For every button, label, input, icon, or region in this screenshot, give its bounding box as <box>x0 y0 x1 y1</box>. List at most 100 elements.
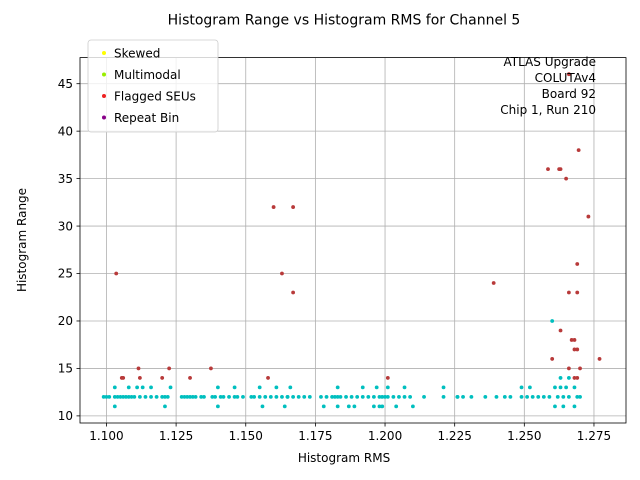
legend-box <box>87 39 219 133</box>
data-point <box>572 338 577 342</box>
data-point <box>221 395 226 399</box>
data-point <box>252 395 257 399</box>
data-point <box>352 404 357 409</box>
data-point <box>338 395 343 399</box>
data-point <box>330 395 335 399</box>
legend-label: Repeat Bin <box>114 111 179 125</box>
data-point <box>397 395 401 399</box>
legend-marker <box>102 94 106 98</box>
data-point <box>380 395 385 399</box>
data-point <box>291 395 296 399</box>
data-point <box>179 395 184 399</box>
x-tick-label: 1.200 <box>368 429 402 443</box>
data-point <box>575 347 580 352</box>
data-point <box>575 290 580 295</box>
data-point <box>527 385 532 390</box>
data-point <box>408 395 413 399</box>
data-point <box>391 395 396 399</box>
data-point <box>126 395 131 399</box>
data-point <box>377 395 382 399</box>
data-point <box>227 395 231 399</box>
y-tick-label: 30 <box>58 219 73 233</box>
data-point <box>374 385 379 390</box>
data-point <box>168 385 173 390</box>
chart-title: Histogram Range vs Histogram RMS for Cha… <box>168 13 521 29</box>
data-point <box>137 395 142 399</box>
data-point <box>483 395 488 399</box>
data-point <box>575 395 580 399</box>
data-point <box>112 404 117 409</box>
data-point <box>307 395 312 399</box>
data-point <box>576 148 581 153</box>
data-point <box>335 395 340 399</box>
data-point <box>541 395 546 399</box>
data-point <box>578 366 582 371</box>
legend-marker <box>102 72 106 77</box>
data-point <box>263 395 268 399</box>
data-point <box>114 271 119 276</box>
data-point <box>558 328 563 333</box>
data-point <box>455 395 460 399</box>
data-point <box>241 395 245 399</box>
data-point <box>209 366 213 371</box>
data-point <box>566 366 571 371</box>
data-point <box>553 404 557 409</box>
data-point <box>561 404 566 409</box>
data-point <box>402 395 407 399</box>
plot-frame <box>79 57 627 424</box>
run-info-annotation: ATLAS Upgrade COLUTAv4 Board 92 Chip 1, … <box>500 55 596 117</box>
data-point <box>525 395 530 399</box>
annotation-line-4: Chip 1, Run 210 <box>500 103 596 117</box>
data-point <box>558 376 563 380</box>
data-point <box>291 290 296 295</box>
data-point <box>129 395 134 399</box>
data-point <box>288 385 293 390</box>
data-point <box>491 281 496 285</box>
data-point <box>165 395 170 399</box>
data-point <box>121 376 126 380</box>
data-point <box>402 385 407 390</box>
legend-label: Multimodal <box>114 68 181 82</box>
data-point <box>107 395 112 399</box>
data-point <box>104 395 109 399</box>
legend-marker <box>102 51 106 55</box>
data-point <box>383 395 387 399</box>
data-point <box>558 167 563 172</box>
data-point <box>249 395 254 399</box>
data-point <box>385 376 390 380</box>
data-point <box>285 395 290 399</box>
x-tick-label: 1.125 <box>159 429 193 443</box>
data-point <box>380 404 385 409</box>
axis-ticks: 1.100 1.125 1.150 1.175 1.200 1.225 1.250 1.275… <box>58 77 611 443</box>
data-point <box>371 404 376 409</box>
data-point <box>271 205 276 209</box>
data-point <box>163 404 167 409</box>
data-point <box>190 395 195 399</box>
data-point <box>268 395 273 399</box>
data-point <box>160 395 165 399</box>
data-point <box>137 376 142 380</box>
data-point <box>232 385 237 390</box>
data-point <box>163 395 167 399</box>
data-point <box>366 395 371 399</box>
annotation-line-1: ATLAS Upgrade <box>503 55 596 69</box>
data-point <box>232 395 237 399</box>
data-point <box>121 395 126 399</box>
data-point <box>321 404 326 409</box>
data-point <box>291 205 296 209</box>
data-point <box>572 347 577 352</box>
data-point <box>296 395 301 399</box>
data-point <box>371 395 376 399</box>
data-point <box>136 366 141 371</box>
data-point <box>143 395 148 399</box>
data-point <box>547 395 552 399</box>
data-point <box>149 385 153 390</box>
data-point <box>530 395 535 399</box>
y-tick-label: 20 <box>58 314 73 328</box>
data-point <box>461 395 465 399</box>
x-tick-label: 1.175 <box>298 429 332 443</box>
data-point <box>160 376 165 380</box>
data-point <box>578 395 582 399</box>
data-point <box>282 404 287 409</box>
